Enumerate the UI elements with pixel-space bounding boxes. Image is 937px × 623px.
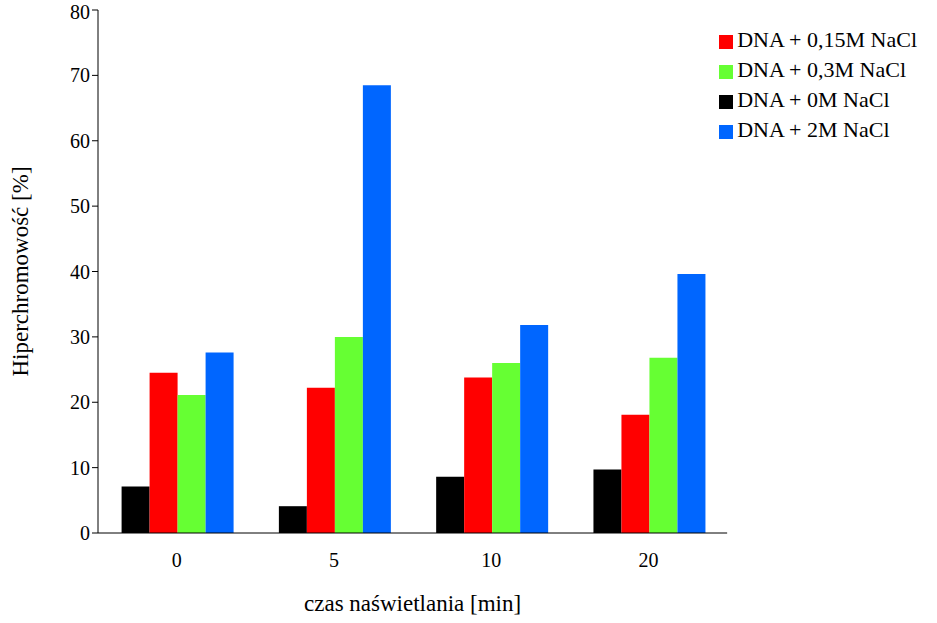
svg-text:5: 5 [329,549,339,571]
html-text:DNA + 2M NaCl: DNA + 2M NaCl [737,117,890,142]
svg-text:0: 0 [80,522,90,544]
html-text:DNA + 0M NaCl: DNA + 0M NaCl [737,87,890,112]
svg-text:50: 50 [70,195,90,217]
svg-text:0: 0 [172,549,182,571]
svg-text:30: 30 [70,326,90,348]
svg-text:Hiperchromowość [%]: Hiperchromowość [%] [8,166,33,376]
svg-text:10: 10 [481,549,501,571]
svg-text:80: 80 [70,1,90,23]
svg-text:40: 40 [70,261,90,283]
svg-text:20: 20 [70,391,90,413]
svg-text:czas naświetlania [min]: czas naświetlania [min] [304,591,521,616]
svg-text:20: 20 [638,549,658,571]
html-text:DNA + 0,3M NaCl: DNA + 0,3M NaCl [737,57,906,82]
svg-text:60: 60 [70,130,90,152]
html-text:DNA + 0,15M NaCl: DNA + 0,15M NaCl [737,27,917,52]
svg-text:10: 10 [70,457,90,479]
svg-text:70: 70 [70,64,90,86]
